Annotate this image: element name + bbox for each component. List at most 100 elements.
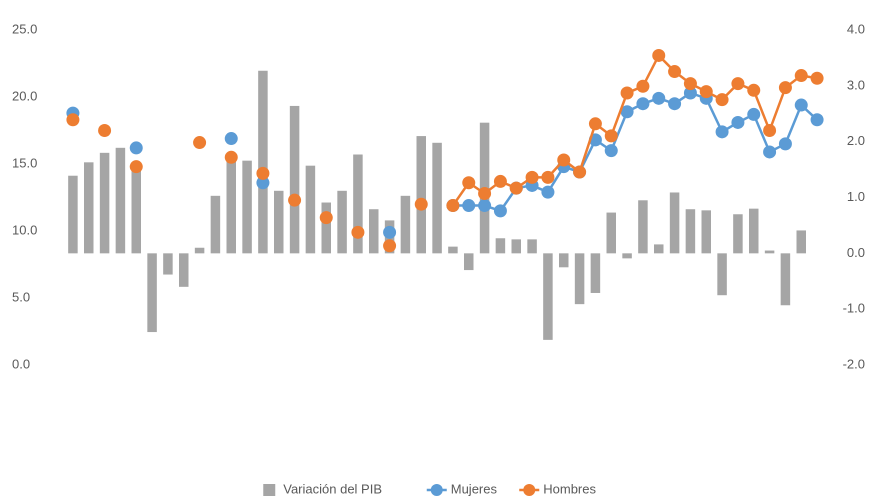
bar [68,175,78,254]
bar [274,190,284,254]
marker [414,197,428,211]
y2-tick-label: 3.0 [847,77,865,92]
y-tick-label: 0.0 [12,356,30,371]
legend-swatch [523,484,536,496]
bar [685,209,696,254]
bar [258,70,268,254]
y2-tick-label: -2.0 [843,356,865,371]
marker [509,181,523,195]
marker [620,86,634,100]
marker [129,160,143,174]
marker [462,176,476,190]
marker [573,165,587,179]
marker [319,211,333,225]
marker [383,239,397,253]
marker [763,124,777,137]
bar [179,253,189,287]
marker [462,199,476,213]
marker [652,91,666,105]
bar [574,253,585,305]
bar [226,156,236,254]
bar [242,160,252,254]
marker [541,170,555,184]
bar [400,195,411,254]
bar [289,105,300,254]
marker [446,199,460,213]
bar [321,202,331,254]
bar [764,250,775,254]
marker [493,204,507,218]
y2-tick-label: -1.0 [843,301,865,316]
bar [606,212,616,254]
legend-swatch [263,484,276,496]
marker [763,145,777,159]
marker [129,141,143,155]
marker [351,225,365,239]
marker [731,77,745,91]
marker [731,115,745,129]
bar [337,190,347,254]
marker [810,113,824,127]
bar [464,253,474,271]
marker [810,71,824,85]
bar [432,142,442,254]
marker [557,153,571,167]
marker [493,174,507,188]
bar [780,253,791,306]
bar [416,136,426,254]
bar [305,165,316,254]
bar [733,214,743,254]
bar [717,253,727,296]
marker [525,170,539,184]
y-tick-label: 20.0 [12,88,37,103]
bar [590,253,601,293]
bar [622,253,632,259]
bar [163,253,173,275]
bar [194,247,205,254]
bar [559,253,569,268]
marker [778,137,792,151]
marker [794,69,808,83]
bar [448,246,458,254]
bar [527,239,537,254]
bar [115,147,126,254]
marker [288,193,302,207]
bar [147,253,157,333]
legend-label: Mujeres [451,481,498,496]
marker [620,105,634,119]
marker [715,125,729,139]
y-tick-label: 25.0 [12,21,37,36]
bar [654,244,664,254]
y2-tick-label: 0.0 [847,245,865,260]
y-tick-label: 15.0 [12,155,37,170]
marker [747,107,761,121]
marker [636,97,650,111]
marker [256,166,270,180]
marker [224,150,238,164]
bar [796,230,806,254]
bar [701,210,711,254]
line [451,53,818,207]
bar [543,253,553,340]
marker [98,124,112,137]
marker [668,65,682,79]
bar [495,238,506,254]
marker [604,129,618,143]
y2-tick-label: 4.0 [847,21,865,36]
marker [699,85,713,99]
bar [749,208,759,254]
legend-swatch [430,484,443,496]
marker [715,93,729,107]
marker [256,176,270,190]
marker [383,225,397,239]
marker [668,97,682,111]
bar [210,195,221,254]
bar [638,200,648,254]
marker [683,86,697,100]
marker [794,98,808,112]
marker [478,199,492,213]
bar [99,152,110,254]
marker [541,185,555,199]
bar [511,239,521,254]
